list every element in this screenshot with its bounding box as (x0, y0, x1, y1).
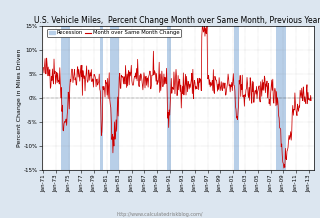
Bar (166, 26, 171, 170)
Bar (234, 26, 239, 170)
Text: http://www.calculatedriskblog.com/: http://www.calculatedriskblog.com/ (117, 212, 203, 217)
Y-axis label: Percent Change in Miles Driven: Percent Change in Miles Driven (17, 49, 22, 147)
Title: U.S. Vehicle Miles,  Percent Change Month over Same Month, Previous Year: U.S. Vehicle Miles, Percent Change Month… (34, 16, 320, 25)
Bar (110, 26, 119, 170)
Bar (100, 26, 103, 170)
Bar (276, 26, 286, 170)
Bar (61, 26, 70, 170)
Legend: Recession, Month over Same Month Change: Recession, Month over Same Month Change (47, 29, 181, 37)
